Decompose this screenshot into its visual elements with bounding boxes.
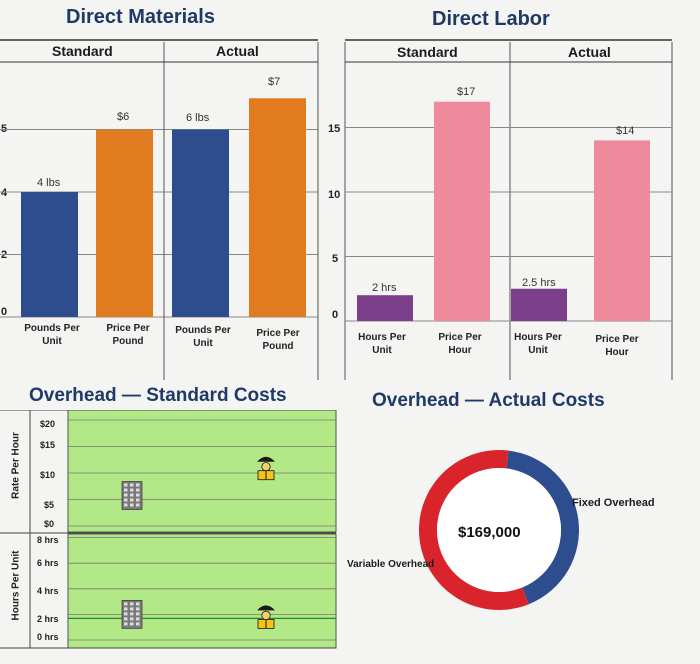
dm-actual-header: Actual	[216, 43, 259, 59]
overhead-actual-title: Overhead — Actual Costs	[372, 390, 605, 411]
dl-y-tick-10: 10	[328, 189, 341, 201]
dl-bar-0	[357, 295, 413, 321]
variable-overhead-label: Variable Overhead	[347, 559, 435, 570]
donut-slice-0	[506, 450, 579, 605]
dm-cat-1: Price Per Pound	[106, 323, 150, 347]
overhead-actual-total: $169,000	[458, 524, 521, 541]
dm-bar-3	[249, 98, 306, 317]
donut-hole	[437, 468, 561, 592]
donut-slice-1	[419, 450, 529, 610]
worker-icon	[257, 605, 275, 629]
dl-label-price-act: $14	[616, 125, 635, 137]
dl-cat-2: Hours Per Unit	[514, 332, 562, 356]
dl-label-hours-act: 2.5 hrs	[522, 277, 556, 289]
rate-tick-15: $15	[40, 440, 56, 450]
dl-cat-1: Price Per Hour	[438, 332, 482, 356]
rate-tick-5: $5	[44, 500, 55, 510]
dl-y-tick-15: 15	[328, 123, 341, 135]
dl-bar-1	[434, 101, 490, 321]
dl-label-hours-std: 2 hrs	[372, 282, 397, 294]
worker-icon	[257, 456, 275, 481]
hours-tick-2: 2 hrs	[37, 614, 59, 624]
dl-label-price-std: $17	[457, 86, 476, 98]
dl-cat-0: Hours Per Unit	[358, 332, 406, 356]
building-icon	[121, 481, 143, 510]
rate-tick-20: $20	[40, 419, 56, 429]
overhead-standard-chart	[0, 410, 337, 649]
dm-cat-3: Price Per Pound	[256, 328, 300, 352]
dm-bar-1	[96, 129, 153, 317]
dm-label-price-act: $7	[268, 76, 281, 88]
dl-cat-3: Price Per Hour	[595, 334, 639, 358]
hours-tick-8: 8 hrs	[37, 535, 59, 545]
fixed-overhead-label: Fixed Overhead	[572, 497, 655, 509]
direct-labor-title: Direct Labor	[432, 8, 550, 30]
dm-label-pounds-std: 4 lbs	[37, 177, 61, 189]
dm-bar-0	[21, 192, 78, 317]
dm-label-pounds-act: 6 lbs	[186, 112, 210, 124]
hours-tick-6: 6 hrs	[37, 558, 59, 568]
dl-y-tick-0: 0	[332, 309, 339, 321]
dm-standard-header: Standard	[52, 43, 113, 59]
overhead-standard-title: Overhead — Standard Costs	[29, 385, 287, 406]
dm-cat-2: Pounds Per Unit	[175, 325, 231, 349]
overhead-actual-donut	[419, 450, 579, 610]
rate-tick-10: $10	[40, 470, 56, 480]
hours-tick-4: 4 hrs	[37, 586, 59, 596]
hours-tick-0: 0 hrs	[37, 632, 59, 642]
rate-per-hour-axis-label: Rate Per Hour	[10, 432, 22, 499]
dl-bar-3	[594, 140, 650, 321]
dl-bar-2	[511, 288, 567, 321]
dm-cat-0: Pounds Per Unit	[24, 323, 80, 347]
hours-per-unit-axis-label: Hours Per Unit	[10, 550, 22, 621]
direct-materials-title: Direct Materials	[66, 6, 215, 28]
dl-actual-header: Actual	[568, 44, 611, 60]
dm-bar-2	[172, 129, 229, 317]
dl-y-tick-5: 5	[332, 253, 339, 265]
building-icon	[121, 599, 143, 629]
dm-label-price-std: $6	[117, 111, 130, 123]
dm-y-tick-4: 4	[1, 187, 8, 199]
rate-tick-0: $0	[44, 519, 55, 529]
dm-y-tick-0: 0	[1, 306, 8, 318]
dl-standard-header: Standard	[397, 44, 458, 60]
